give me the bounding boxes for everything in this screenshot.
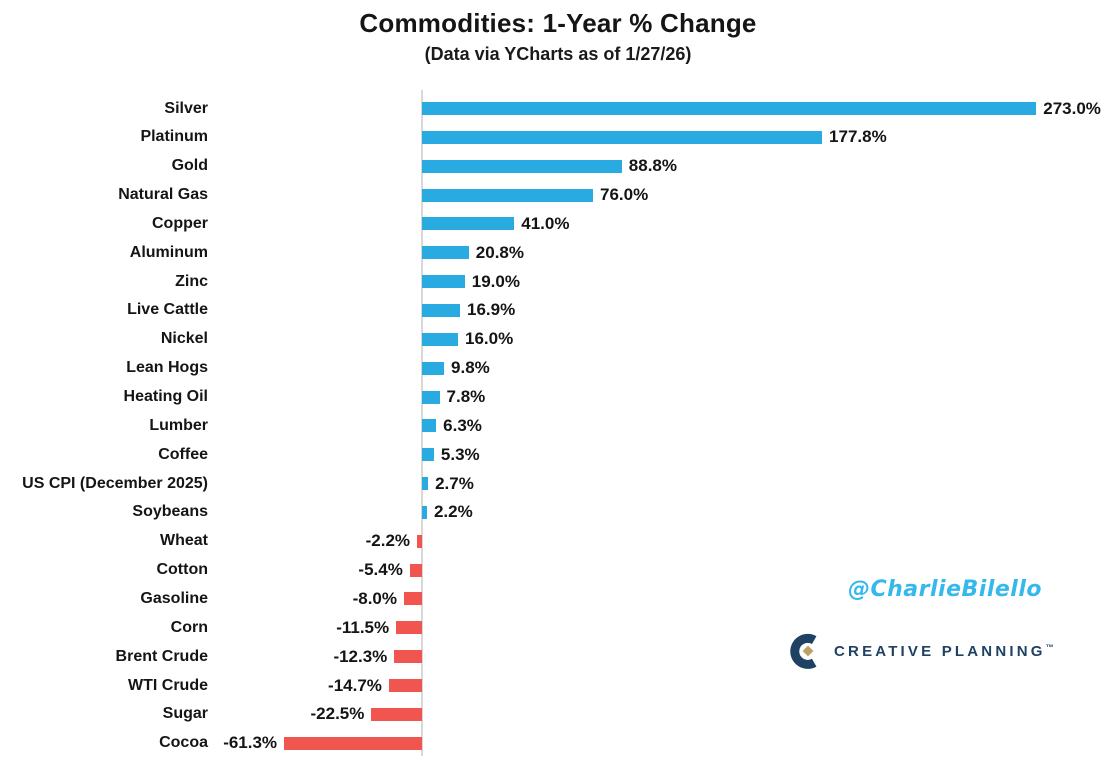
category-label: Heating Oil xyxy=(123,388,208,405)
category-label: Silver xyxy=(164,99,208,117)
bar xyxy=(422,505,427,519)
bar xyxy=(422,361,445,375)
value-label: 16.9% xyxy=(467,300,516,320)
creative-planning-brand: CREATIVE PLANNING™ xyxy=(788,632,1054,671)
bar xyxy=(422,130,823,144)
category-label: Live Cattle xyxy=(127,301,208,319)
category-label: Sugar xyxy=(162,705,208,723)
value-label: 76.0% xyxy=(600,185,649,205)
bar xyxy=(422,217,515,231)
category-label: Zinc xyxy=(175,272,208,290)
bar xyxy=(422,188,593,202)
category-label: Lean Hogs xyxy=(126,359,208,377)
creative-planning-logo-icon xyxy=(790,633,817,669)
category-label: Coffee xyxy=(158,445,208,463)
bar xyxy=(396,621,422,635)
value-label: -11.5% xyxy=(336,617,390,637)
twitter-handle-watermark: @CharlieBilello xyxy=(848,577,1042,602)
bar xyxy=(422,419,437,433)
bar xyxy=(422,390,440,404)
category-label: Cotton xyxy=(156,561,208,579)
category-label: Natural Gas xyxy=(118,186,208,204)
chart-title: Commodities: 1-Year % Change xyxy=(359,8,757,38)
value-label: 41.0% xyxy=(521,213,570,233)
value-label: 5.3% xyxy=(440,444,480,464)
bar xyxy=(284,736,422,750)
bar xyxy=(404,592,422,606)
bar xyxy=(371,707,422,721)
bar xyxy=(422,448,434,462)
gold-diamond-icon xyxy=(802,645,814,657)
bar xyxy=(422,246,469,260)
category-label: Gasoline xyxy=(140,589,208,607)
category-label: Brent Crude xyxy=(115,647,208,665)
bar xyxy=(422,102,1037,115)
category-label: Wheat xyxy=(160,532,208,550)
bar xyxy=(422,275,465,289)
bar xyxy=(409,563,422,577)
category-label: Copper xyxy=(152,214,208,232)
value-label: -12.3% xyxy=(333,646,388,666)
value-label: 273.0% xyxy=(1043,98,1101,118)
bar xyxy=(422,303,461,317)
value-label: -2.2% xyxy=(365,531,411,551)
bar xyxy=(388,679,422,692)
bar xyxy=(417,534,422,548)
bar xyxy=(422,159,622,173)
category-label: Lumber xyxy=(149,416,208,434)
value-label: 20.8% xyxy=(475,242,524,262)
value-label: 6.3% xyxy=(443,415,482,435)
value-label: -8.0% xyxy=(352,588,397,608)
value-label: 2.2% xyxy=(433,502,473,522)
category-label: Soybeans xyxy=(132,503,208,521)
value-label: 7.8% xyxy=(446,387,486,406)
trademark-symbol: ™ xyxy=(1045,643,1054,652)
value-label: -14.7% xyxy=(328,675,382,695)
value-label: -5.4% xyxy=(358,560,403,580)
value-label: 16.0% xyxy=(465,329,514,349)
bar xyxy=(394,650,422,664)
category-label: Corn xyxy=(170,618,208,636)
category-label: Cocoa xyxy=(159,734,208,752)
value-label: 88.8% xyxy=(628,156,677,176)
value-label: 177.8% xyxy=(829,127,887,147)
value-label: -61.3% xyxy=(223,733,278,753)
chart-subtitle: (Data via YCharts as of 1/27/26) xyxy=(424,44,692,64)
value-label: -22.5% xyxy=(310,704,365,724)
category-label: US CPI (December 2025) xyxy=(22,474,208,492)
value-label: 2.7% xyxy=(435,473,474,493)
value-label: 19.0% xyxy=(471,271,520,291)
category-label: Gold xyxy=(171,157,208,175)
category-label: Nickel xyxy=(160,330,208,348)
brand-wordmark: CREATIVE PLANNING™ xyxy=(834,643,1054,660)
bar xyxy=(422,477,429,491)
category-label: Platinum xyxy=(140,128,208,146)
category-label: WTI Crude xyxy=(128,676,208,694)
category-label: Aluminum xyxy=(129,243,208,261)
bar xyxy=(422,332,458,346)
value-label: 9.8% xyxy=(451,358,490,378)
